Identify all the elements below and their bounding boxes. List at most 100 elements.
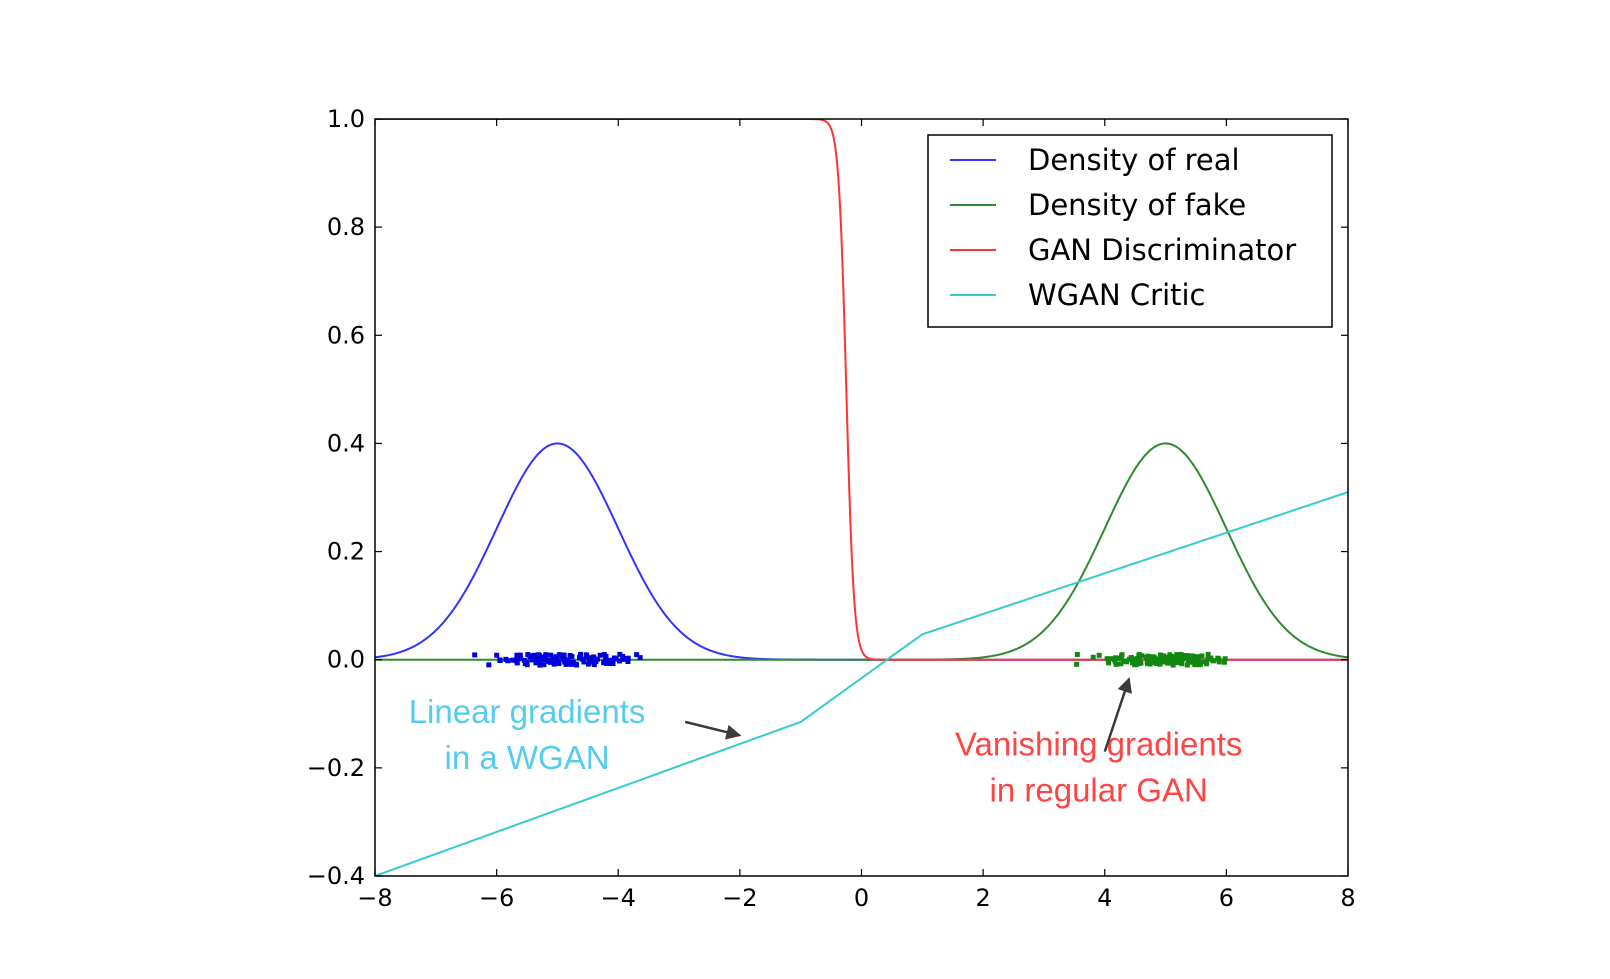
- scatter-point-fake-samples: [1205, 651, 1211, 657]
- scatter-point-fake-samples: [1205, 656, 1211, 662]
- scatter-point-real-samples: [537, 662, 543, 668]
- scatter-point-fake-samples: [1162, 654, 1168, 660]
- scatter-point-fake-samples: [1138, 660, 1144, 666]
- scatter-point-real-samples: [597, 652, 603, 658]
- y-tick-label: −0.4: [307, 862, 365, 890]
- legend-label: Density of fake: [1028, 188, 1246, 222]
- scatter-point-real-samples: [637, 655, 643, 661]
- scatter-point-real-samples: [610, 660, 616, 666]
- scatter-point-real-samples: [610, 657, 616, 663]
- x-tick-label: 2: [975, 884, 990, 912]
- x-tick-label: 6: [1219, 884, 1234, 912]
- scatter-point-fake-samples: [1168, 656, 1174, 662]
- scatter-point-real-samples: [494, 652, 500, 658]
- scatter-point-real-samples: [533, 660, 539, 666]
- scatter-point-fake-samples: [1151, 654, 1157, 660]
- scatter-point-fake-samples: [1216, 659, 1222, 665]
- legend: Density of real Density of fake GAN Discri…: [927, 134, 1333, 328]
- scatter-point-fake-samples: [1167, 652, 1173, 658]
- scatter-point-fake-samples: [1204, 661, 1210, 667]
- scatter-point-real-samples: [542, 653, 548, 659]
- annotation-text-line: Vanishing gradients: [955, 726, 1242, 763]
- scatter-point-real-samples: [569, 654, 575, 660]
- scatter-point-real-samples: [503, 656, 509, 662]
- scatter-point-real-samples: [570, 659, 576, 665]
- x-tick-label: 8: [1340, 884, 1355, 912]
- x-tick-label: −2: [722, 884, 757, 912]
- scatter-point-fake-samples: [1216, 656, 1222, 662]
- y-tick-label: −0.2: [307, 754, 365, 782]
- scatter-point-real-samples: [617, 658, 623, 664]
- legend-item-density-of-real: Density of real: [950, 143, 1240, 177]
- scatter-point-real-samples: [546, 659, 552, 665]
- legend-item-density-of-fake: Density of fake: [950, 188, 1246, 222]
- scatter-point-fake-samples: [1174, 652, 1180, 658]
- annotation-text-line: in regular GAN: [990, 772, 1208, 809]
- scatter-point-real-samples: [620, 654, 626, 660]
- scatter-point-real-samples: [634, 652, 640, 658]
- scatter-point-fake-samples: [1157, 661, 1163, 667]
- scatter-point-fake-samples: [1135, 656, 1141, 662]
- scatter-point-real-samples: [535, 652, 541, 658]
- legend-label: WGAN Critic: [1028, 278, 1206, 312]
- y-tick-label: 0.0: [327, 646, 365, 674]
- scatter-point-fake-samples: [1175, 658, 1181, 664]
- scatter-point-fake-samples: [1128, 655, 1134, 661]
- scatter-point-real-samples: [601, 660, 607, 666]
- tick-layer: −8 −6 −4 −2 0 2 4 6 8 1.0 0.8 0.6 0.4 0.2 0.0 −0.2 −0.4: [307, 105, 1356, 912]
- y-tick-label: 0.8: [327, 213, 365, 241]
- scatter-point-fake-samples: [1189, 659, 1195, 665]
- scatter-point-real-samples: [513, 657, 519, 663]
- scatter-point-fake-samples: [1157, 652, 1163, 658]
- scatter-point-real-samples: [514, 652, 520, 658]
- x-tick-label: 0: [854, 884, 869, 912]
- y-tick-label: 0.6: [327, 321, 365, 349]
- scatter-point-real-samples: [593, 659, 599, 665]
- scatter-point-real-samples: [560, 653, 566, 659]
- scatter-point-fake-samples: [1178, 651, 1184, 657]
- annotation-layer: Linear gradients in a WGAN Vanishing gradi…: [409, 677, 1242, 809]
- legend-item-wgan-critic: WGAN Critic: [950, 278, 1206, 312]
- scatter-point-real-samples: [497, 657, 503, 663]
- scatter-point-fake-samples: [1106, 656, 1112, 662]
- scatter-point-fake-samples: [1199, 653, 1205, 659]
- x-tick-label: −4: [601, 884, 636, 912]
- scatter-point-fake-samples: [1113, 661, 1119, 667]
- x-tick-label: 4: [1097, 884, 1112, 912]
- scatter-point-real-samples: [514, 660, 520, 666]
- annotation-arrow: [684, 720, 742, 740]
- scatter-point-real-samples: [576, 655, 582, 661]
- scatter-point-real-samples: [548, 652, 554, 658]
- scatter-point-real-samples: [583, 652, 589, 658]
- x-tick-label: −6: [479, 884, 514, 912]
- scatter-point-fake-samples: [1074, 651, 1080, 657]
- scatter-point-fake-samples: [1189, 656, 1195, 662]
- scatter-point-real-samples: [585, 661, 591, 667]
- x-tick-label: −8: [357, 884, 392, 912]
- scatter-point-fake-samples: [1168, 660, 1174, 666]
- scatter-point-real-samples: [534, 655, 540, 661]
- scatter-point-fake-samples: [1155, 657, 1161, 663]
- scatter-point-real-samples: [517, 652, 523, 658]
- scatter-point-real-samples: [521, 657, 527, 663]
- scatter-point-fake-samples: [1124, 659, 1130, 665]
- scatter-point-real-samples: [562, 658, 568, 664]
- scatter-point-fake-samples: [1113, 655, 1119, 661]
- scatter-point-fake-samples: [1106, 660, 1112, 666]
- annotation-linear-gradients: Linear gradients in a WGAN: [409, 693, 742, 776]
- scatter-point-real-samples: [605, 660, 611, 666]
- scatter-point-real-samples: [551, 661, 557, 667]
- scatter-point-real-samples: [625, 659, 631, 665]
- legend-label: GAN Discriminator: [1028, 233, 1296, 267]
- scatter-point-real-samples: [472, 652, 478, 658]
- scatter-point-real-samples: [563, 661, 569, 667]
- y-tick-label: 0.2: [327, 538, 365, 566]
- series-line-wgan-critic: [375, 491, 1348, 876]
- scatter-point-real-samples: [541, 662, 547, 668]
- scatter-point-real-samples: [541, 656, 547, 662]
- scatter-point-real-samples: [556, 661, 562, 667]
- scatter-point-real-samples: [601, 652, 607, 658]
- scatter-point-fake-samples: [1158, 655, 1164, 661]
- scatter-point-fake-samples: [1149, 659, 1155, 665]
